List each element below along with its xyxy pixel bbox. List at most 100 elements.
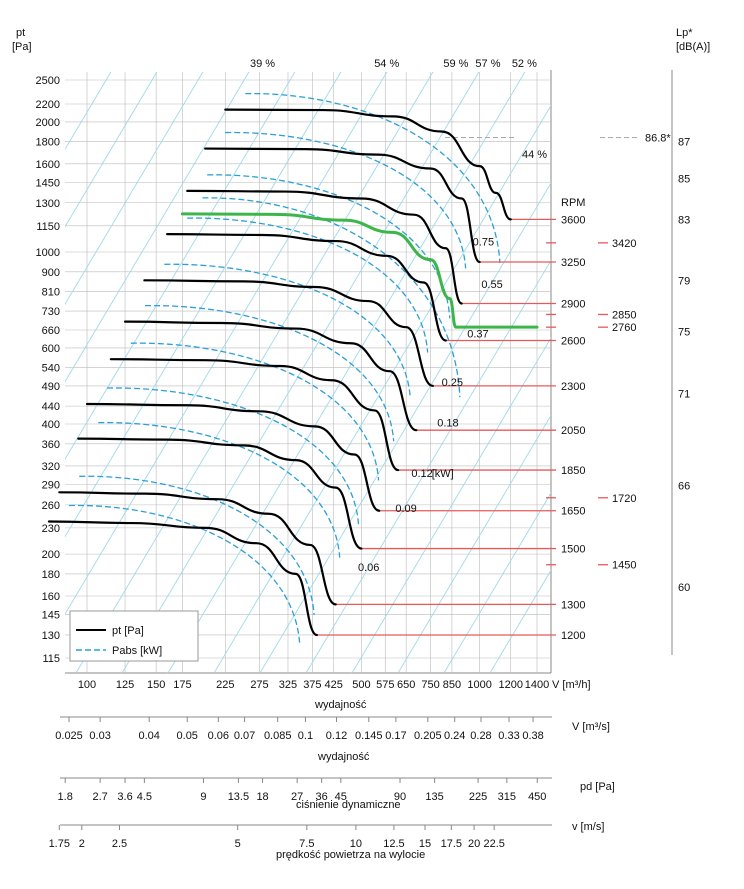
x-tick-label: 375 [303, 679, 321, 691]
rpm-label-2600: 2600 [561, 336, 585, 348]
scale-tick-label-dynamic_pressure: 4.5 [137, 791, 152, 803]
scale-tick-label-air_velocity: 17.5 [441, 838, 462, 850]
y-tick-label: 290 [42, 479, 60, 491]
rpm-label-1300: 1300 [561, 599, 585, 611]
scale-tick-label-dynamic_pressure: 27 [291, 791, 303, 803]
x-axis-label: wydajność [314, 699, 367, 711]
x-tick-label: 125 [116, 679, 134, 691]
y-tick-label: 360 [42, 439, 60, 451]
y-tick-label: 1800 [36, 137, 60, 149]
efficiency-diagonal [213, 104, 551, 673]
pabs-curve-2050 [145, 305, 395, 442]
pressure-curve-1200 [47, 520, 318, 637]
scale-tick-label-flow_m3s: 0.145 [355, 730, 383, 742]
pabs-curve-2300 [164, 263, 411, 398]
scale-tick-label-air_velocity: 7.5 [299, 838, 314, 850]
scale-tick-label-flow_m3s: 0.28 [470, 730, 491, 742]
power-label-6: [kW] [432, 468, 454, 480]
y-axis-label-line2: [Pa] [12, 41, 32, 53]
efficiency-diagonal [397, 414, 551, 673]
y-tick-label: 200 [42, 549, 60, 561]
scale-tick-label-flow_m3s: 0.06 [208, 730, 229, 742]
legend: pt [Pa] Pabs [kW] [69, 610, 199, 662]
rpm-lines [316, 137, 640, 636]
rpm-extra-label-1450: 1450 [612, 560, 636, 572]
db-tick-71: 71 [678, 389, 690, 401]
y-tick-label: 230 [42, 523, 60, 535]
efficiency-diagonal [75, 72, 434, 673]
pressure-curve-2900 [186, 189, 463, 305]
pressure-curve-1850 [109, 358, 400, 472]
power-label-2: 0.37 [467, 328, 488, 340]
efficiency-diagonal [443, 491, 551, 673]
scale-tick-label-flow_m3s: 0.1 [298, 730, 313, 742]
rpm-extra-label-3420: 3420 [612, 238, 636, 250]
rpm-label-1650: 1650 [561, 506, 585, 518]
x-tick-label: 1400 [525, 679, 549, 691]
y-tick-label: 145 [42, 609, 60, 621]
scale-tick-label-air_velocity: 20 [468, 838, 480, 850]
db-tick-79: 79 [678, 275, 690, 287]
y-tick-label: 260 [42, 500, 60, 512]
db-tick-87: 87 [678, 137, 690, 149]
y-tick-label: 130 [42, 630, 60, 642]
pressure-curve-3250 [204, 147, 481, 264]
scale-tick-label-dynamic_pressure: 9 [200, 791, 206, 803]
y-tick-label: 1150 [36, 221, 60, 233]
scale-tick-label-dynamic_pressure: 45 [335, 791, 347, 803]
pressure-curve-2760 [180, 212, 539, 329]
rpm-label-1850: 1850 [561, 465, 585, 477]
efficiency-diagonal [489, 569, 551, 673]
efficiency-label-1: 54 % [374, 58, 399, 70]
scale-tick-label-air_velocity: 2.5 [112, 838, 127, 850]
legend-label-pabs: Pabs [kW] [112, 645, 162, 657]
rpm-label-2050: 2050 [561, 425, 585, 437]
scale-tick-label-dynamic_pressure: 90 [394, 791, 406, 803]
efficiency-diagonal [65, 72, 296, 461]
grid [65, 70, 673, 674]
power-label-5: 0.12 [411, 468, 432, 480]
efficiency-diagonal [65, 72, 158, 228]
right-axis-label-line1: Lp* [676, 27, 693, 39]
scale-tick-label-flow_m3s: 0.12 [326, 730, 347, 742]
efficiency-diagonal [167, 72, 526, 673]
scale-v-unit: v [m/s] [572, 821, 604, 833]
y-tick-label: 600 [42, 343, 60, 355]
y-tick-label: 1000 [36, 247, 60, 259]
pressure-curve-3600 [224, 108, 512, 221]
scale-tick-label-flow_m3s: 0.24 [444, 730, 465, 742]
labels: 1151301451601802002302602903203604004404… [36, 58, 691, 850]
pabs-curves [68, 92, 501, 644]
scale-flow-unit: V [m³/s] [572, 721, 610, 733]
x-tick-label: 1200 [498, 679, 522, 691]
y-tick-label: 900 [42, 267, 60, 279]
scale-tick-label-air_velocity: 10 [350, 838, 362, 850]
scale-tick-label-flow_m3s: 0.04 [138, 730, 159, 742]
y-tick-label: 810 [42, 287, 60, 299]
scale-tick-label-air_velocity: 5 [235, 838, 241, 850]
right-axis-label-line2: [dB(A)] [676, 41, 710, 53]
pabs-curve-2600 [187, 217, 429, 353]
y-tick-label: 320 [42, 461, 60, 473]
y-tick-label: 540 [42, 363, 60, 375]
power-label-4: 0.18 [437, 417, 458, 429]
pressure-curve-2600 [166, 233, 447, 342]
rpm-header: RPM [561, 197, 585, 209]
y-tick-label: 2200 [36, 99, 60, 111]
scale-tick-label-dynamic_pressure: 450 [528, 791, 546, 803]
scale-tick-label-dynamic_pressure: 36 [316, 791, 328, 803]
x-tick-label: 575 [376, 679, 394, 691]
pressure-curve-1650 [85, 402, 381, 512]
bottom-scales [58, 716, 552, 830]
x-tick-label: 425 [325, 679, 343, 691]
scale-tick-label-dynamic_pressure: 135 [425, 791, 443, 803]
y-tick-label: 400 [42, 419, 60, 431]
legend-label-pt: pt [Pa] [112, 625, 144, 637]
db-tick-66: 66 [678, 481, 690, 493]
rpm-label-2300: 2300 [561, 381, 585, 393]
scale-tick-label-dynamic_pressure: 13.5 [228, 791, 249, 803]
scale-tick-label-flow_m3s: 0.33 [498, 730, 519, 742]
rpm-label-1500: 1500 [561, 544, 585, 556]
rpm-label-2900: 2900 [561, 299, 585, 311]
rpm-extra-label-2850: 2850 [612, 309, 636, 321]
